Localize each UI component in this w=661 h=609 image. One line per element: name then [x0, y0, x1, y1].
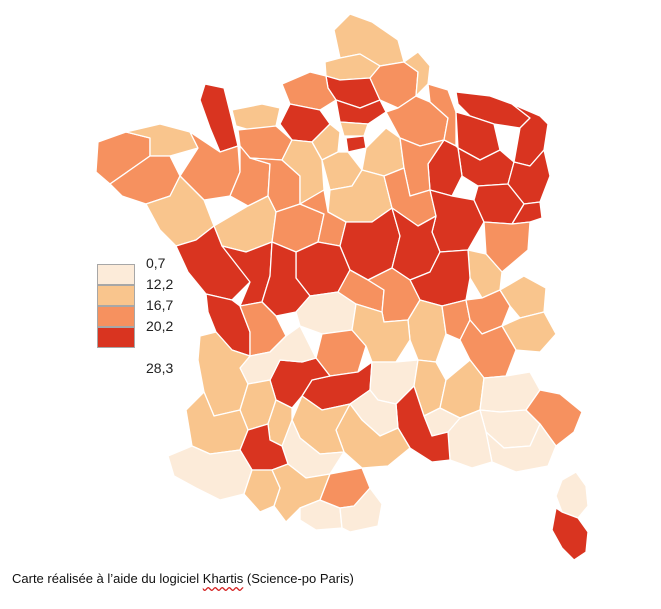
legend-break-5: 28,3 — [146, 360, 174, 376]
dept-22-cotes-d-armor — [125, 123, 199, 157]
dept-66-pyrenees-orientales — [339, 487, 383, 533]
dept-83-var — [485, 423, 557, 473]
dept-26-drome — [439, 359, 485, 419]
legend-break-2: 12,2 — [146, 276, 174, 292]
dept-28-eure-et-loir — [281, 139, 325, 205]
legend-break-1: 0,7 — [146, 255, 166, 271]
dept-77-seine-et-marne — [361, 127, 405, 177]
choropleth-map — [95, 13, 589, 560]
map-caption: Carte réalisée à l’aide du logiciel Khar… — [12, 571, 354, 586]
legend-swatch-4 — [97, 327, 135, 348]
dept-63-puy-de-dome — [351, 303, 411, 363]
dept-42-loire — [407, 299, 447, 363]
dept-65-hautes-pyrenees — [243, 469, 281, 513]
legend-break-4: 20,2 — [146, 318, 174, 334]
dept-06-alpes-maritimes — [525, 389, 583, 447]
legend-swatch-3 — [97, 306, 135, 327]
dept-64-pyrenees-atlantiques — [167, 445, 253, 501]
caption-text-before: Carte réalisée à l’aide du logiciel — [12, 571, 203, 586]
legend-swatch-2 — [97, 285, 135, 306]
dept-2a-corse-du-sud — [551, 507, 589, 560]
dept-90-territoire-belfort — [511, 201, 543, 225]
caption-text-after: (Science-po Paris) — [243, 571, 354, 586]
dept-75-paris — [345, 135, 367, 153]
legend-swatch-1 — [97, 264, 135, 285]
caption-software-name: Khartis — [202, 571, 244, 586]
dept-2b-haute-corse — [555, 471, 589, 519]
legend-break-3: 16,7 — [146, 297, 174, 313]
dept-13-bouches-du-rhone — [447, 409, 493, 469]
france-departments-map — [95, 13, 589, 560]
dept-95-val-d-oise — [339, 121, 369, 137]
